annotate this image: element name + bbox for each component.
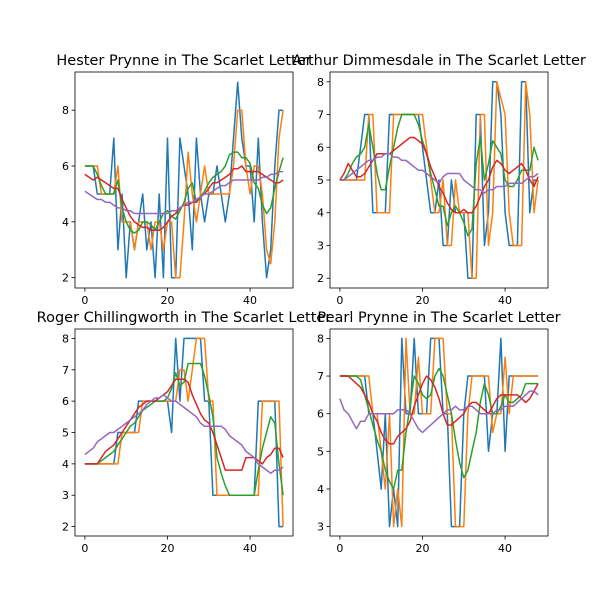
y-tick-label: 6	[317, 408, 324, 421]
series-line-3	[84, 362, 284, 496]
x-tick-label: 20	[160, 542, 174, 555]
y-tick-label: 2	[62, 521, 69, 534]
subplot-roger-chillingworth: 0 20 40 2 3 4 5 6 7 8 Roger Chillingworth in The S…	[37, 310, 332, 555]
subplot-title: Hester Prynne in The Scarlet Letter	[56, 53, 311, 69]
subplot-pearl-prynne: 0 20 40 3 4 5 6 7 8 Pearl Prynne in The Scarlet L…	[317, 310, 561, 555]
subplot-title: Arthur Dimmesdale in The Scarlet Letter	[292, 53, 586, 69]
y-tick-label: 7	[62, 364, 69, 377]
x-tick-label: 40	[243, 542, 257, 555]
series-line-2	[84, 109, 284, 279]
y-tick-label: 8	[317, 76, 324, 89]
y-tick-label: 7	[317, 370, 324, 383]
series-line-1	[339, 337, 539, 528]
y-tick-label: 3	[317, 239, 324, 252]
axes-frame	[329, 328, 549, 537]
y-tick-label: 4	[62, 458, 69, 471]
y-tick-label: 3	[62, 489, 69, 502]
series-line-2	[339, 337, 539, 528]
x-tick-label: 20	[415, 542, 429, 555]
series-group	[339, 81, 539, 279]
series-line-5	[84, 394, 284, 475]
x-tick-label: 40	[243, 294, 257, 307]
y-tick-label: 5	[317, 174, 324, 187]
series-group	[339, 337, 539, 528]
y-tick-label: 4	[62, 216, 69, 229]
y-tick-label: 7	[317, 109, 324, 122]
x-tick-label: 40	[498, 542, 512, 555]
x-tick-label: 0	[336, 294, 343, 307]
y-tick-label: 4	[317, 207, 324, 220]
x-tick-label: 40	[498, 294, 512, 307]
subplot-hester-prynne: 0 20 40 2 4 6 8 Hester Prynne in The Scarlet Le…	[56, 53, 311, 307]
x-tick-label: 0	[336, 542, 343, 555]
y-tick-label: 2	[62, 272, 69, 285]
y-tick-label: 5	[317, 445, 324, 458]
y-tick-label: 8	[62, 332, 69, 345]
x-tick-label: 20	[160, 294, 174, 307]
y-tick-label: 3	[317, 521, 324, 534]
series-line-3	[84, 151, 284, 234]
y-tick-label: 4	[317, 483, 324, 496]
series-line-4	[84, 378, 284, 471]
series-line-5	[339, 390, 539, 434]
subplot-title: Pearl Prynne in The Scarlet Letter	[317, 310, 560, 326]
y-tick-label: 6	[62, 395, 69, 408]
series-line-2	[339, 81, 539, 279]
x-tick-label: 0	[81, 542, 88, 555]
axes-frame	[74, 71, 294, 289]
x-tick-label: 20	[415, 294, 429, 307]
y-tick-label: 6	[317, 141, 324, 154]
subplot-title: Roger Chillingworth in The Scarlet Lette…	[37, 310, 332, 326]
series-line-5	[84, 170, 284, 215]
series-line-1	[339, 81, 539, 279]
series-group	[84, 81, 284, 279]
y-tick-label: 5	[62, 427, 69, 440]
y-tick-label: 2	[317, 272, 324, 285]
series-line-3	[339, 113, 539, 237]
series-group	[84, 337, 284, 528]
x-tick-label: 0	[81, 294, 88, 307]
series-line-5	[339, 153, 539, 194]
y-tick-label: 6	[62, 160, 69, 173]
y-tick-label: 8	[62, 104, 69, 117]
subplot-arthur-dimmesdale: 0 20 40 2 3 4 5 6 7 8 Arthur Dimmesdale in The Sca…	[292, 53, 586, 307]
y-tick-label: 8	[317, 332, 324, 345]
